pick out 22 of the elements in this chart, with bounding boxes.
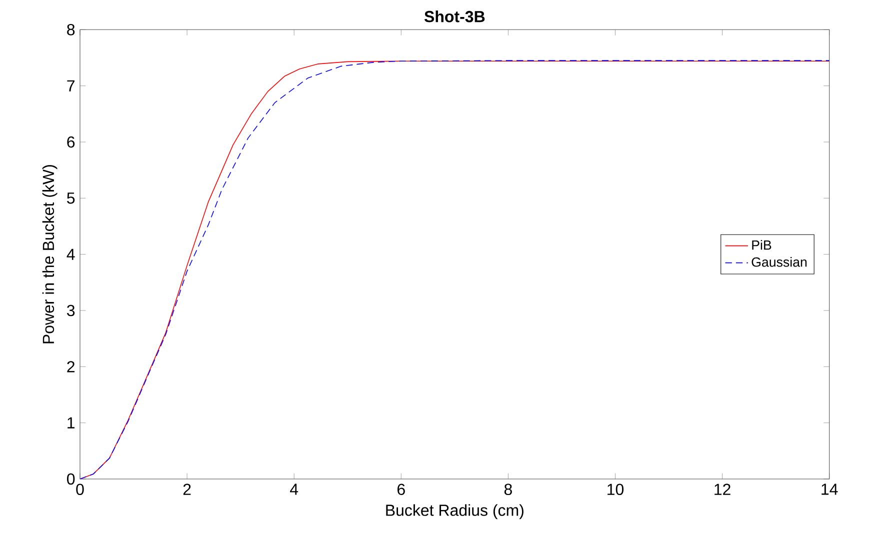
x-tick-label: 6 (398, 484, 405, 496)
x-tick-label: 4 (290, 484, 298, 495)
y-tick-label: 2 (67, 361, 74, 372)
x-tick-label: 10 (608, 484, 624, 496)
y-tick-label: 7 (67, 80, 74, 92)
x-axis-title: Bucket Radius (cm) (386, 504, 524, 520)
x-tick-label: 8 (504, 484, 512, 496)
legend-label: PiB (752, 240, 772, 250)
y-tick-label: 4 (66, 248, 75, 260)
y-axis-title: Power in the Bucket (kW) (42, 165, 58, 344)
chart-title: Shot-3B (424, 10, 485, 22)
x-tick-label: 14 (822, 484, 838, 495)
y-tick-label: 3 (67, 304, 75, 316)
y-tick-label: 8 (67, 24, 75, 36)
y-tick-label: 1 (68, 417, 75, 428)
x-tick-label: 0 (76, 484, 84, 496)
y-tick-label: 6 (67, 136, 75, 148)
legend-label: Gaussian (752, 256, 807, 267)
y-tick-label: 5 (67, 192, 75, 204)
y-tick-label: 0 (67, 473, 75, 485)
x-tick-label: 12 (714, 484, 730, 495)
x-tick-label: 2 (183, 484, 191, 495)
